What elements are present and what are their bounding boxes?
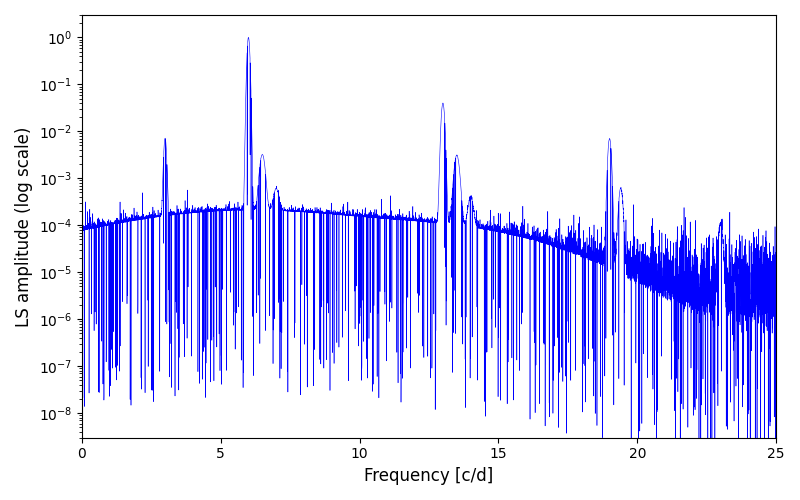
Y-axis label: LS amplitude (log scale): LS amplitude (log scale) <box>15 126 33 326</box>
X-axis label: Frequency [c/d]: Frequency [c/d] <box>364 467 494 485</box>
